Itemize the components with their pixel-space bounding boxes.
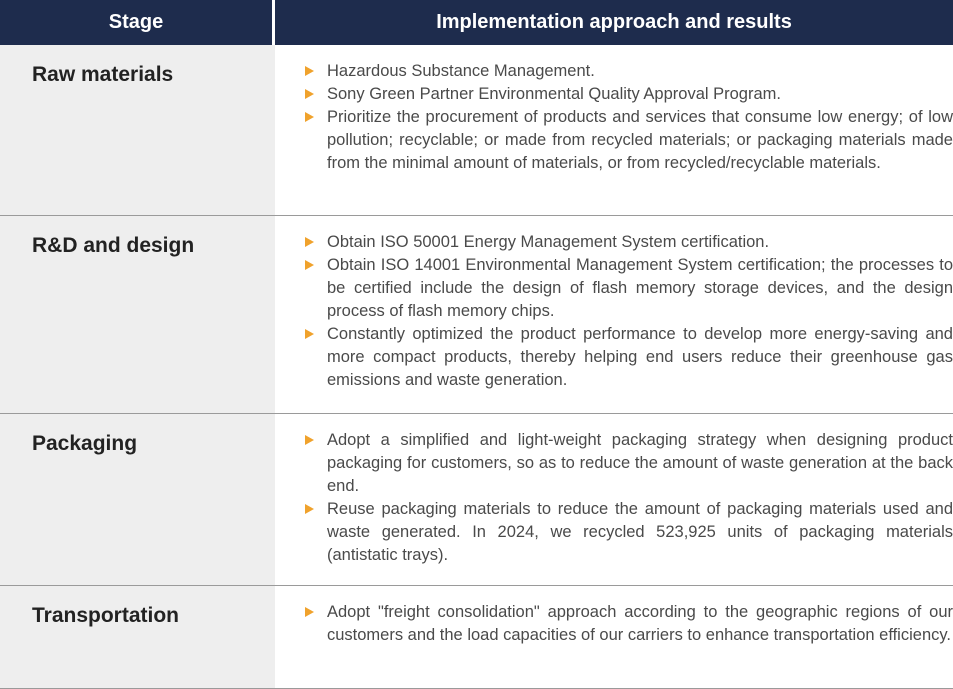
table-row: Transportation Adopt "freight consolidat… — [0, 586, 953, 689]
stage-label: Raw materials — [0, 45, 275, 215]
triangle-bullet-icon — [305, 607, 314, 617]
list-item: Obtain ISO 50001 Energy Management Syste… — [305, 231, 953, 254]
table-row: R&D and design Obtain ISO 50001 Energy M… — [0, 216, 953, 414]
triangle-bullet-icon — [305, 329, 314, 339]
stage-label: Packaging — [0, 414, 275, 585]
table-row: Packaging Adopt a simplified and light-w… — [0, 414, 953, 586]
list-item: Sony Green Partner Environmental Quality… — [305, 83, 953, 106]
triangle-bullet-icon — [305, 435, 314, 445]
table-row: Raw materials Hazardous Substance Manage… — [0, 45, 953, 216]
implementation-cell: Hazardous Substance Management. Sony Gre… — [275, 45, 953, 215]
list-item: Obtain ISO 14001 Environmental Managemen… — [305, 254, 953, 323]
header-stage: Stage — [108, 11, 164, 33]
list-item: Prioritize the procurement of products a… — [305, 106, 953, 175]
implementation-cell: Adopt a simplified and light-weight pack… — [275, 414, 953, 585]
implementation-cell: Adopt "freight consolidation" approach a… — [275, 586, 953, 688]
list-item: Hazardous Substance Management. — [305, 60, 953, 83]
implementation-cell: Obtain ISO 50001 Energy Management Syste… — [275, 216, 953, 413]
list-item: Adopt a simplified and light-weight pack… — [305, 429, 953, 498]
triangle-bullet-icon — [305, 260, 314, 270]
triangle-bullet-icon — [305, 89, 314, 99]
list-item: Adopt "freight consolidation" approach a… — [305, 601, 953, 647]
triangle-bullet-icon — [305, 237, 314, 247]
list-item: Reuse packaging materials to reduce the … — [305, 498, 953, 567]
header-divider — [272, 0, 275, 45]
triangle-bullet-icon — [305, 504, 314, 514]
stage-label: R&D and design — [0, 216, 275, 413]
triangle-bullet-icon — [305, 66, 314, 76]
triangle-bullet-icon — [305, 112, 314, 122]
stage-label: Transportation — [0, 586, 275, 688]
list-item: Constantly optimized the product perform… — [305, 323, 953, 392]
header-implementation: Implementation approach and results — [436, 11, 792, 33]
table-header: Stage Implementation approach and result… — [0, 0, 953, 45]
